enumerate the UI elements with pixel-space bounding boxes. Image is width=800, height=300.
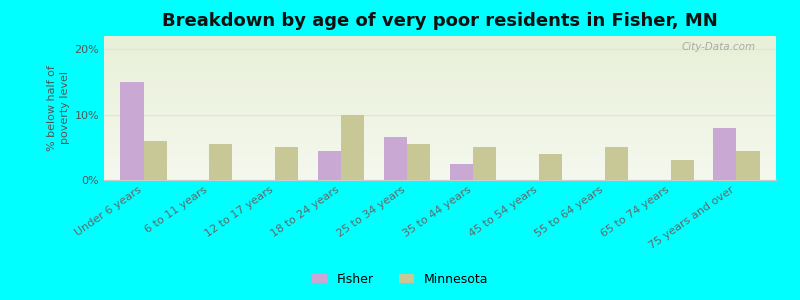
Bar: [121, 82, 143, 180]
Bar: [737, 151, 759, 180]
Bar: [143, 141, 166, 180]
Title: Breakdown by age of very poor residents in Fisher, MN: Breakdown by age of very poor residents …: [162, 12, 718, 30]
Text: City-Data.com: City-Data.com: [682, 42, 756, 52]
Bar: [384, 137, 407, 180]
Bar: [605, 147, 628, 180]
Bar: [210, 144, 233, 180]
Bar: [539, 154, 562, 180]
Legend: Fisher, Minnesota: Fisher, Minnesota: [306, 268, 494, 291]
Y-axis label: % below half of
poverty level: % below half of poverty level: [47, 65, 70, 151]
Bar: [318, 151, 341, 180]
Bar: [341, 115, 364, 180]
Bar: [473, 147, 496, 180]
Bar: [670, 160, 694, 180]
Bar: [450, 164, 473, 180]
Bar: [714, 128, 737, 180]
Bar: [275, 147, 298, 180]
Bar: [407, 144, 430, 180]
